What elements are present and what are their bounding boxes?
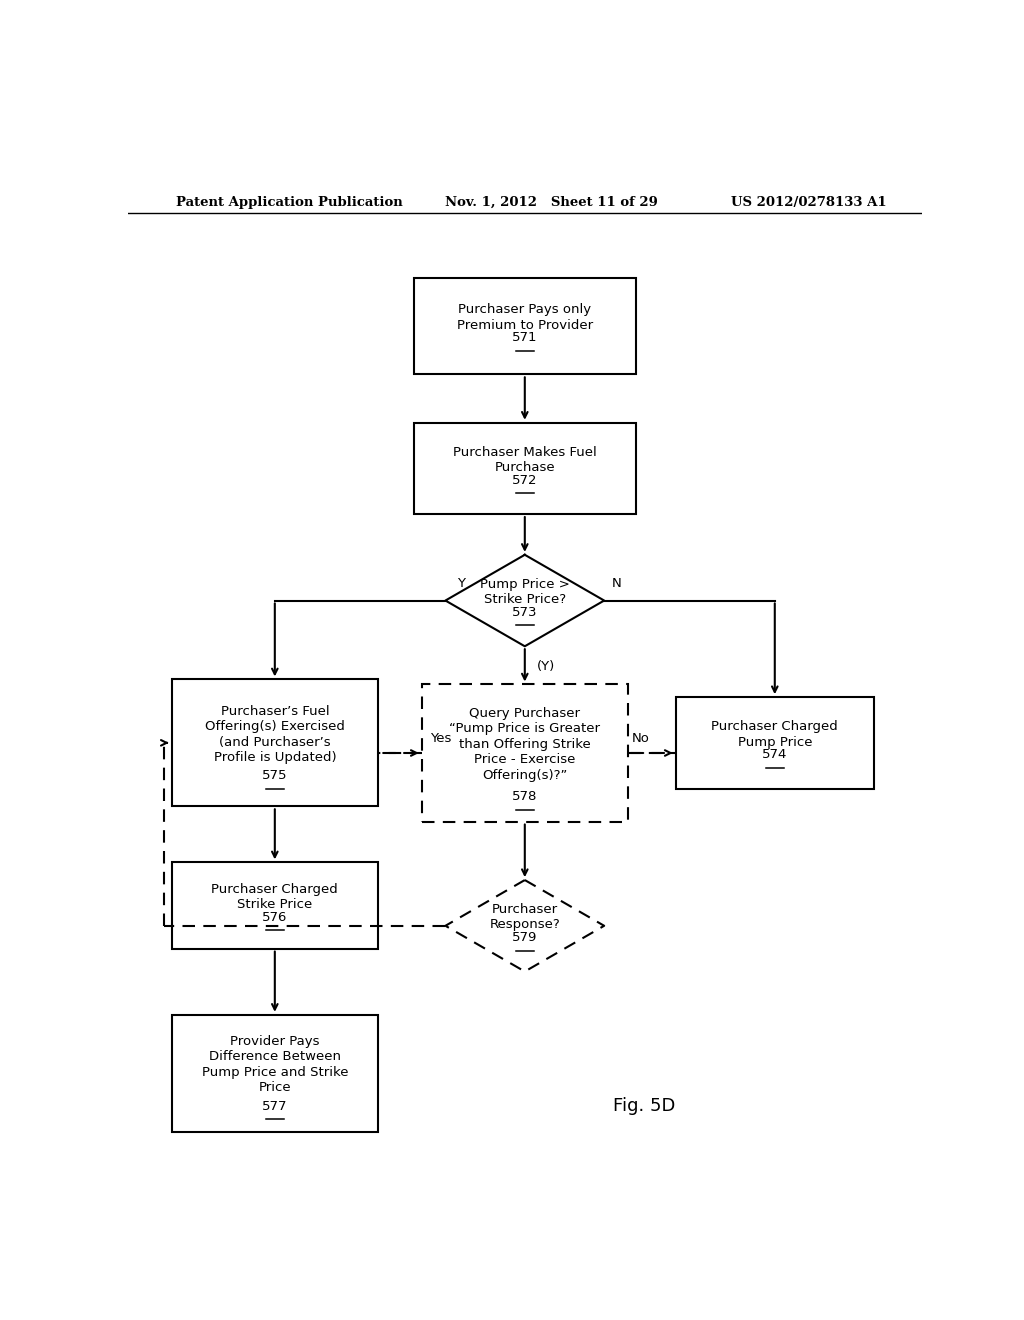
Text: Purchaser’s Fuel
Offering(s) Exercised
(and Purchaser’s
Profile is Updated): Purchaser’s Fuel Offering(s) Exercised (… [205,705,345,764]
Text: No: No [632,731,650,744]
Text: Purchaser Charged
Pump Price: Purchaser Charged Pump Price [712,719,839,748]
Bar [414,277,636,375]
Text: Y: Y [458,577,465,590]
Text: Nov. 1, 2012   Sheet 11 of 29: Nov. 1, 2012 Sheet 11 of 29 [445,195,658,209]
Bar [172,680,378,807]
Text: 578: 578 [512,791,538,804]
Text: Fig. 5D: Fig. 5D [612,1097,675,1114]
Text: 576: 576 [262,911,288,924]
Polygon shape [445,880,604,972]
Bar [172,862,378,949]
Bar [676,697,873,788]
Text: Provider Pays
Difference Between
Pump Price and Strike
Price: Provider Pays Difference Between Pump Pr… [202,1035,348,1094]
Text: 579: 579 [512,931,538,944]
Text: 572: 572 [512,474,538,487]
Text: 577: 577 [262,1100,288,1113]
Text: Purchaser Pays only
Premium to Provider: Purchaser Pays only Premium to Provider [457,304,593,331]
Polygon shape [445,554,604,647]
Text: Purchaser
Response?: Purchaser Response? [489,903,560,932]
Text: Query Purchaser
“Pump Price is Greater
than Offering Strike
Price - Exercise
Off: Query Purchaser “Pump Price is Greater t… [450,708,600,781]
Text: Purchaser Makes Fuel
Purchase: Purchaser Makes Fuel Purchase [453,446,597,474]
Bar [172,1015,378,1131]
Text: 574: 574 [762,748,787,762]
Text: 571: 571 [512,331,538,345]
Text: 575: 575 [262,770,288,783]
Bar [414,422,636,515]
Text: 573: 573 [512,606,538,619]
Text: US 2012/0278133 A1: US 2012/0278133 A1 [731,195,887,209]
Text: Pump Price >
Strike Price?: Pump Price > Strike Price? [480,578,569,606]
Bar [422,684,628,821]
Text: (Y): (Y) [537,660,555,673]
Text: Patent Application Publication: Patent Application Publication [176,195,402,209]
Text: N: N [612,577,622,590]
Text: Yes: Yes [430,731,451,744]
Text: Purchaser Charged
Strike Price: Purchaser Charged Strike Price [211,883,338,911]
